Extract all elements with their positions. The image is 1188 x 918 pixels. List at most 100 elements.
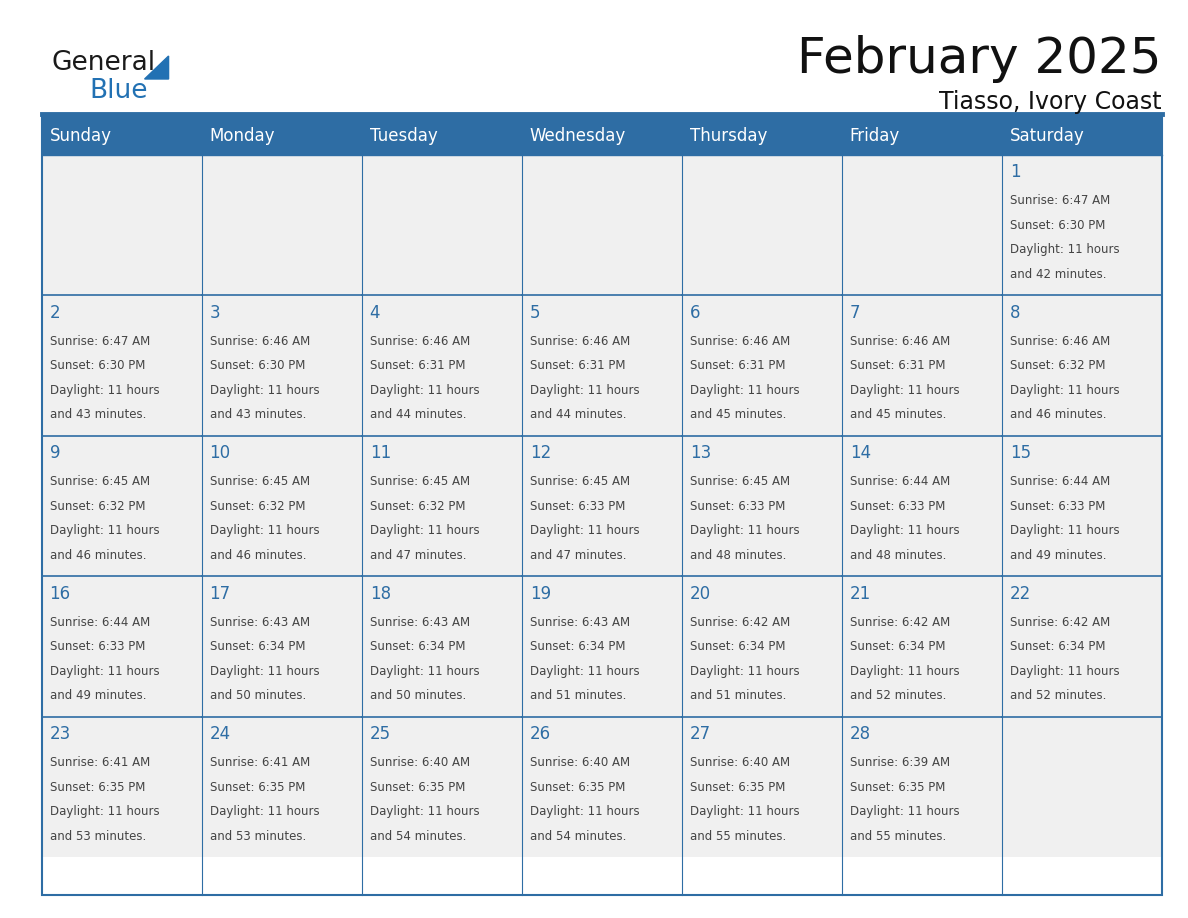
Text: Daylight: 11 hours: Daylight: 11 hours: [50, 665, 159, 677]
Bar: [361, 436, 522, 577]
Text: and 47 minutes.: and 47 minutes.: [369, 549, 466, 562]
Text: and 43 minutes.: and 43 minutes.: [50, 409, 146, 421]
Text: 25: 25: [369, 725, 391, 743]
Text: Sunset: 6:30 PM: Sunset: 6:30 PM: [1010, 218, 1105, 232]
Text: Sunset: 6:32 PM: Sunset: 6:32 PM: [209, 499, 305, 513]
Bar: [202, 296, 361, 436]
Text: Daylight: 11 hours: Daylight: 11 hours: [849, 665, 960, 677]
Text: Sunset: 6:31 PM: Sunset: 6:31 PM: [369, 359, 466, 373]
Text: Sunset: 6:33 PM: Sunset: 6:33 PM: [530, 499, 625, 513]
Bar: [522, 577, 682, 717]
Bar: [361, 296, 522, 436]
Text: Daylight: 11 hours: Daylight: 11 hours: [209, 805, 320, 818]
Text: Daylight: 11 hours: Daylight: 11 hours: [209, 665, 320, 677]
Text: Sunrise: 6:42 AM: Sunrise: 6:42 AM: [1010, 616, 1110, 629]
Text: 2: 2: [50, 304, 61, 322]
Bar: [1001, 155, 1162, 296]
Text: Sunrise: 6:46 AM: Sunrise: 6:46 AM: [369, 335, 470, 348]
Text: Sunset: 6:33 PM: Sunset: 6:33 PM: [50, 640, 145, 653]
Text: and 48 minutes.: and 48 minutes.: [690, 549, 786, 562]
Text: and 48 minutes.: and 48 minutes.: [849, 549, 946, 562]
Text: Sunset: 6:33 PM: Sunset: 6:33 PM: [849, 499, 946, 513]
Text: Sunrise: 6:41 AM: Sunrise: 6:41 AM: [209, 756, 310, 769]
Text: and 53 minutes.: and 53 minutes.: [50, 830, 146, 843]
Text: Sunrise: 6:46 AM: Sunrise: 6:46 AM: [849, 335, 950, 348]
Text: 20: 20: [690, 585, 710, 602]
Text: 6: 6: [690, 304, 700, 322]
Text: Sunrise: 6:41 AM: Sunrise: 6:41 AM: [50, 756, 150, 769]
Text: Sunrise: 6:44 AM: Sunrise: 6:44 AM: [1010, 476, 1110, 488]
Text: 1: 1: [1010, 163, 1020, 182]
Text: Sunset: 6:33 PM: Sunset: 6:33 PM: [690, 499, 785, 513]
Bar: [1001, 436, 1162, 577]
Text: 23: 23: [50, 725, 71, 743]
Bar: [42, 577, 202, 717]
Text: Thursday: Thursday: [690, 127, 767, 145]
Text: Daylight: 11 hours: Daylight: 11 hours: [369, 524, 479, 537]
Text: Sunset: 6:30 PM: Sunset: 6:30 PM: [209, 359, 305, 373]
Text: General: General: [51, 50, 156, 76]
Text: Daylight: 11 hours: Daylight: 11 hours: [369, 384, 479, 397]
Text: Sunrise: 6:43 AM: Sunrise: 6:43 AM: [209, 616, 310, 629]
Text: Sunrise: 6:47 AM: Sunrise: 6:47 AM: [1010, 195, 1110, 207]
Text: Sunset: 6:35 PM: Sunset: 6:35 PM: [369, 780, 465, 793]
Text: Sunset: 6:34 PM: Sunset: 6:34 PM: [1010, 640, 1105, 653]
Text: Sunrise: 6:40 AM: Sunrise: 6:40 AM: [690, 756, 790, 769]
Text: Sunset: 6:31 PM: Sunset: 6:31 PM: [530, 359, 625, 373]
Bar: [682, 717, 842, 857]
Text: Sunset: 6:35 PM: Sunset: 6:35 PM: [690, 780, 785, 793]
Text: and 52 minutes.: and 52 minutes.: [849, 689, 946, 702]
Text: Sunrise: 6:44 AM: Sunrise: 6:44 AM: [50, 616, 150, 629]
Text: and 54 minutes.: and 54 minutes.: [530, 830, 626, 843]
Text: Daylight: 11 hours: Daylight: 11 hours: [849, 805, 960, 818]
Text: 19: 19: [530, 585, 551, 602]
Text: Tiasso, Ivory Coast: Tiasso, Ivory Coast: [940, 90, 1162, 114]
Text: Daylight: 11 hours: Daylight: 11 hours: [530, 665, 639, 677]
Text: and 42 minutes.: and 42 minutes.: [1010, 268, 1106, 281]
Text: February 2025: February 2025: [797, 35, 1162, 83]
Text: and 49 minutes.: and 49 minutes.: [1010, 549, 1106, 562]
Text: 24: 24: [209, 725, 230, 743]
Bar: [842, 717, 1001, 857]
Text: Daylight: 11 hours: Daylight: 11 hours: [849, 524, 960, 537]
Text: Sunset: 6:34 PM: Sunset: 6:34 PM: [369, 640, 466, 653]
Bar: [42, 296, 202, 436]
Text: Daylight: 11 hours: Daylight: 11 hours: [530, 805, 639, 818]
Text: Sunrise: 6:43 AM: Sunrise: 6:43 AM: [369, 616, 469, 629]
Text: 12: 12: [530, 444, 551, 463]
Text: Sunset: 6:34 PM: Sunset: 6:34 PM: [530, 640, 625, 653]
Bar: [202, 155, 361, 296]
Text: Sunrise: 6:45 AM: Sunrise: 6:45 AM: [369, 476, 469, 488]
Text: and 51 minutes.: and 51 minutes.: [530, 689, 626, 702]
Text: Daylight: 11 hours: Daylight: 11 hours: [530, 384, 639, 397]
Text: Sunrise: 6:46 AM: Sunrise: 6:46 AM: [530, 335, 630, 348]
Text: Sunset: 6:31 PM: Sunset: 6:31 PM: [690, 359, 785, 373]
Bar: [42, 155, 202, 296]
Text: Daylight: 11 hours: Daylight: 11 hours: [50, 805, 159, 818]
Text: Wednesday: Wednesday: [530, 127, 626, 145]
Text: and 46 minutes.: and 46 minutes.: [209, 549, 307, 562]
Bar: [682, 436, 842, 577]
Bar: [522, 717, 682, 857]
Bar: [842, 436, 1001, 577]
Bar: [842, 296, 1001, 436]
Text: Daylight: 11 hours: Daylight: 11 hours: [690, 384, 800, 397]
Text: 8: 8: [1010, 304, 1020, 322]
Text: Sunrise: 6:39 AM: Sunrise: 6:39 AM: [849, 756, 950, 769]
Bar: [842, 155, 1001, 296]
Text: 4: 4: [369, 304, 380, 322]
Bar: [522, 155, 682, 296]
Bar: [42, 117, 1162, 895]
Text: 28: 28: [849, 725, 871, 743]
Text: and 52 minutes.: and 52 minutes.: [1010, 689, 1106, 702]
Text: and 55 minutes.: and 55 minutes.: [690, 830, 786, 843]
Text: Sunset: 6:33 PM: Sunset: 6:33 PM: [1010, 499, 1105, 513]
Text: 10: 10: [209, 444, 230, 463]
Bar: [202, 577, 361, 717]
Bar: [361, 717, 522, 857]
Text: Sunrise: 6:40 AM: Sunrise: 6:40 AM: [530, 756, 630, 769]
Text: Daylight: 11 hours: Daylight: 11 hours: [1010, 524, 1119, 537]
Text: and 53 minutes.: and 53 minutes.: [209, 830, 305, 843]
Text: Sunrise: 6:45 AM: Sunrise: 6:45 AM: [209, 476, 310, 488]
Text: and 50 minutes.: and 50 minutes.: [209, 689, 305, 702]
